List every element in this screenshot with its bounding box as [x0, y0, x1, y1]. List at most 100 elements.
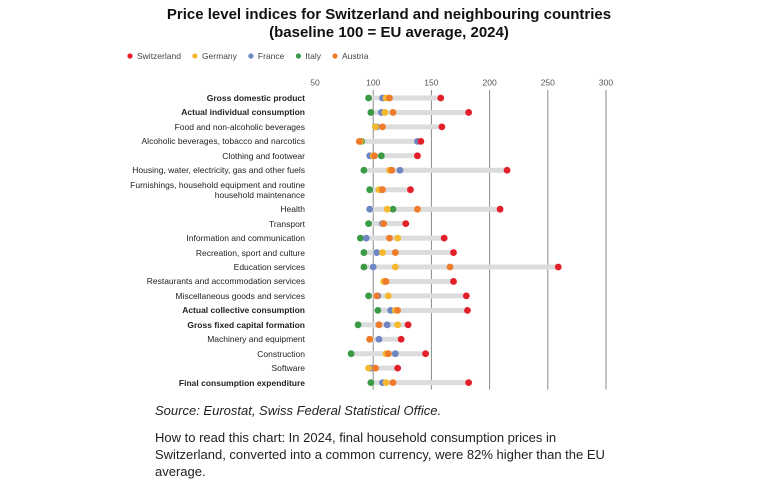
title-line: Price level indices for Switzerland and …	[166, 6, 612, 23]
dot	[372, 364, 379, 372]
category-label: Clothing and footwear	[222, 150, 305, 161]
dot	[394, 306, 402, 314]
dot	[386, 234, 393, 242]
category-label: Information and communication	[186, 233, 305, 244]
dot	[388, 166, 396, 174]
category-label: Health	[280, 204, 305, 215]
dot	[373, 249, 381, 256]
legend-label: Switzerland	[137, 51, 181, 61]
dot	[360, 263, 368, 271]
dot	[384, 292, 392, 300]
dot	[367, 109, 375, 116]
dot	[414, 152, 421, 160]
dot	[397, 335, 405, 343]
legend-marker	[248, 53, 254, 59]
dot	[355, 137, 363, 145]
dot	[382, 379, 390, 386]
dot	[503, 166, 511, 174]
dot	[391, 263, 399, 271]
category-label: Transport	[268, 218, 305, 229]
dot	[438, 123, 446, 131]
dot	[394, 234, 402, 242]
dot	[387, 306, 395, 314]
category-label: Food and non-alcoholic beverages	[174, 121, 305, 132]
x-tick-label: 50	[310, 77, 320, 87]
dot	[389, 379, 397, 386]
category-label: Gross domestic product	[206, 93, 305, 103]
dot	[379, 186, 386, 194]
dot	[384, 350, 392, 358]
category-label: Alcoholic beverages, tobacco and narcoti…	[141, 136, 305, 147]
dot	[372, 123, 379, 131]
legend-marker	[192, 53, 198, 59]
dot	[380, 220, 388, 228]
dot	[366, 205, 374, 213]
category-label: Miscellaneous goods and services	[175, 290, 305, 301]
category-label: Machinery and equipment	[207, 334, 305, 345]
dot	[462, 292, 470, 300]
dot	[369, 263, 377, 271]
dot	[389, 205, 397, 213]
dot	[381, 109, 389, 116]
category-label: Final consumption expenditure	[178, 377, 305, 388]
dot	[374, 306, 382, 314]
dot	[391, 350, 399, 358]
dot	[375, 335, 383, 343]
dot	[554, 263, 562, 271]
dot	[379, 249, 386, 256]
dot	[450, 278, 457, 285]
dot	[360, 249, 368, 256]
dot	[347, 350, 355, 358]
subtitle-line: (baseline 100 = EU average, 2024)	[269, 24, 509, 41]
dot	[394, 321, 402, 329]
dot	[379, 123, 386, 131]
reading-note: How to read this chart: In 2024, final h…	[155, 430, 605, 479]
dot	[404, 321, 412, 329]
category-label: Gross fixed capital formation	[187, 319, 305, 330]
legend-label: France	[258, 51, 285, 61]
dot	[365, 94, 372, 102]
category-label: Restaurants and accommodation services	[146, 276, 305, 287]
dot	[383, 205, 391, 213]
dot	[354, 321, 362, 329]
dot	[365, 220, 372, 228]
dot	[394, 364, 402, 372]
dot	[365, 292, 372, 300]
category-label: Recreation, sport and culture	[195, 247, 305, 258]
dot	[465, 379, 473, 386]
dot	[366, 186, 374, 194]
dot	[417, 137, 425, 145]
category-label: Furnishings, household equipment and rou…	[130, 179, 305, 200]
dot	[464, 306, 471, 314]
category-label: Education services	[233, 262, 305, 272]
dot	[366, 335, 374, 343]
dot	[377, 152, 385, 160]
category-label: Housing, water, electricity, gas and oth…	[132, 165, 305, 176]
dot	[440, 234, 448, 242]
dot	[437, 94, 445, 102]
x-tick-label: 150	[424, 77, 438, 87]
dot	[422, 350, 429, 358]
dot	[414, 205, 421, 213]
dot	[402, 220, 410, 228]
dot	[389, 109, 397, 116]
dot	[496, 205, 504, 213]
legend-label: Italy	[305, 51, 321, 61]
dot	[407, 186, 414, 194]
dot	[446, 263, 454, 271]
x-tick-label: 200	[483, 77, 497, 87]
legend-marker	[295, 53, 301, 59]
dot	[370, 152, 378, 160]
source-note: Source: Eurostat, Swiss Federal Statisti…	[155, 403, 442, 418]
legend-label: Austria	[342, 51, 369, 61]
dot	[375, 321, 383, 329]
dot	[386, 94, 393, 102]
legend-marker	[127, 53, 133, 59]
dot	[362, 234, 370, 242]
dot	[367, 379, 375, 386]
dot	[396, 166, 404, 174]
legend-label: Germany	[202, 51, 238, 61]
dot	[356, 234, 364, 242]
category-label: Construction	[257, 348, 305, 359]
